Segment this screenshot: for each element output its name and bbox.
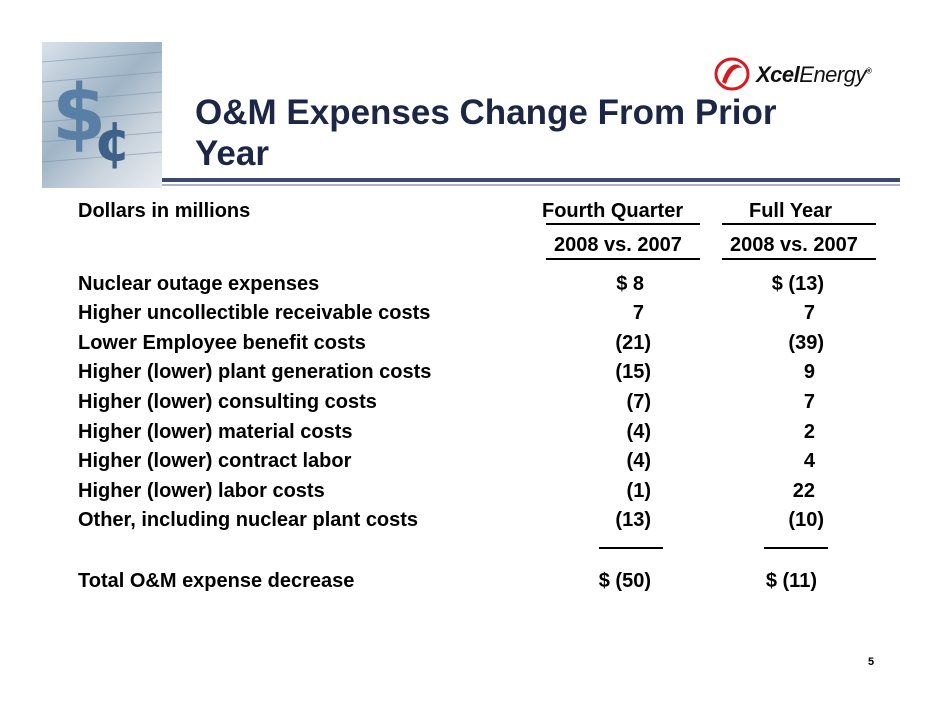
total-value-fourth-quarter: $ (50) xyxy=(598,570,651,592)
row-value-full-year: 4 xyxy=(803,450,815,472)
row-value-fourth-quarter: (15) xyxy=(615,361,651,383)
col-heading-fourth-quarter: Fourth Quarter xyxy=(542,200,684,222)
page-number: 5 xyxy=(868,656,875,668)
col-subheading-fourth-quarter: 2008 vs. 2007 xyxy=(554,234,682,256)
row-value-full-year: (10) xyxy=(788,509,824,531)
row-label: Nuclear outage expenses xyxy=(78,273,320,295)
row-value-fourth-quarter: $ 8 xyxy=(616,273,644,295)
row-label: Higher (lower) contract labor xyxy=(78,450,352,472)
sum-underline xyxy=(599,547,663,549)
xcel-swirl-icon xyxy=(714,57,750,91)
row-value-full-year: 7 xyxy=(803,391,815,413)
row-value-full-year: 7 xyxy=(803,302,815,324)
page-title: O&M Expenses Change From Prior Year xyxy=(195,93,777,173)
xcel-energy-logo: XcelEnergy® xyxy=(714,56,894,96)
row-label: Higher (lower) consulting costs xyxy=(78,391,377,413)
title-divider-shadow xyxy=(162,184,900,186)
col-subheading-underline xyxy=(722,258,876,260)
row-value-full-year: 22 xyxy=(792,480,815,502)
total-value-full-year: $ (11) xyxy=(765,570,817,592)
row-value-full-year: 2 xyxy=(803,421,815,443)
row-value-full-year: $ (13) xyxy=(771,273,824,295)
total-label: Total O&M expense decrease xyxy=(78,570,355,592)
col-heading-underline xyxy=(722,223,876,225)
svg-text:¢: ¢ xyxy=(94,110,132,173)
col-heading-underline xyxy=(546,223,700,225)
row-value-full-year: 9 xyxy=(803,361,815,383)
row-label: Higher (lower) plant generation costs xyxy=(78,361,432,383)
row-label: Lower Employee benefit costs xyxy=(78,332,366,354)
header-photo-money: $ ¢ xyxy=(42,42,162,188)
row-value-fourth-quarter: (21) xyxy=(615,332,651,354)
row-label: Higher uncollectible receivable costs xyxy=(78,302,431,324)
row-label: Other, including nuclear plant costs xyxy=(78,509,419,531)
col-heading-full-year: Full Year xyxy=(749,200,833,222)
row-value-full-year: (39) xyxy=(788,332,824,354)
row-value-fourth-quarter: (4) xyxy=(626,421,651,443)
row-value-fourth-quarter: 7 xyxy=(632,302,644,324)
col-subheading-underline xyxy=(546,258,700,260)
row-value-fourth-quarter: (1) xyxy=(626,480,651,502)
row-label: Higher (lower) labor costs xyxy=(78,480,325,502)
logo-wordmark: XcelEnergy® xyxy=(756,62,872,87)
svg-text:$: $ xyxy=(52,69,106,159)
sum-underline xyxy=(764,547,828,549)
row-value-fourth-quarter: (4) xyxy=(626,450,651,472)
row-label: Higher (lower) material costs xyxy=(78,421,353,443)
title-divider xyxy=(162,178,900,182)
row-value-fourth-quarter: (7) xyxy=(626,391,651,413)
row-value-fourth-quarter: (13) xyxy=(615,509,651,531)
units-label: Dollars in millions xyxy=(78,200,251,222)
col-subheading-full-year: 2008 vs. 2007 xyxy=(730,234,858,256)
